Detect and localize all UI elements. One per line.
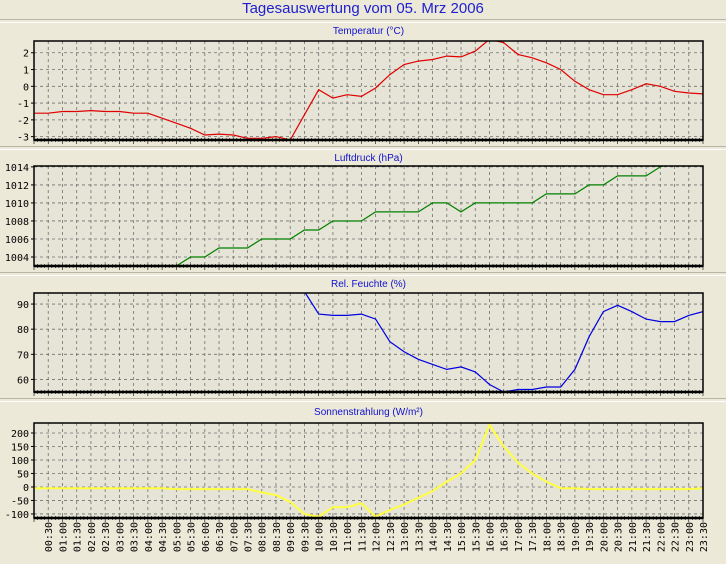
x-tick-label: 18:00 bbox=[542, 522, 553, 552]
x-tick-label: 16:30 bbox=[500, 522, 511, 552]
x-tick-label: 08:00 bbox=[258, 522, 269, 552]
x-tick-label: 23:30 bbox=[699, 522, 710, 552]
x-tick-label: 19:30 bbox=[585, 522, 596, 552]
x-tick-label: 01:30 bbox=[73, 522, 84, 552]
chart-panel: Luftdruck (hPa) 1014 1012 1010 1008 1006 1004 bbox=[5, 153, 704, 270]
x-tick-label: 19:00 bbox=[571, 522, 582, 552]
x-tick-label: 15:00 bbox=[457, 522, 468, 552]
y-tick-label: 60 bbox=[17, 375, 29, 386]
y-tick-label: 90 bbox=[17, 300, 29, 311]
y-tick-label: 80 bbox=[17, 325, 29, 336]
y-tick-label: 200 bbox=[11, 429, 29, 440]
chart-title: Temperatur (°C) bbox=[333, 26, 404, 37]
x-tick-label: 12:00 bbox=[372, 522, 383, 552]
y-tick-label: 2 bbox=[23, 49, 29, 60]
y-tick-label: 1 bbox=[23, 66, 29, 77]
y-tick-label: 1010 bbox=[5, 199, 29, 210]
y-tick-label: 1006 bbox=[5, 235, 29, 246]
x-tick-label: 06:00 bbox=[201, 522, 212, 552]
x-tick-label: 03:30 bbox=[130, 522, 141, 552]
chart-panel: Rel. Feuchte (%) 90 80 70 60 bbox=[17, 279, 704, 396]
chart-panel: Temperatur (°C) 2 1 0 -1 -2 -3 bbox=[17, 26, 704, 144]
y-tick-label: 150 bbox=[11, 442, 29, 453]
divider bbox=[0, 146, 726, 150]
x-tick-label: 21:00 bbox=[628, 522, 639, 552]
data-line bbox=[175, 166, 666, 266]
y-tick-label: -3 bbox=[17, 133, 29, 144]
y-tick-label: -100 bbox=[5, 510, 29, 521]
data-line bbox=[34, 423, 703, 518]
x-tick-label: 14:00 bbox=[429, 522, 440, 552]
page-title: Tagesauswertung vom 05. Mrz 2006 bbox=[242, 0, 484, 17]
x-tick-label: 13:00 bbox=[400, 522, 411, 552]
y-tick-label: 1008 bbox=[5, 217, 29, 228]
divider bbox=[0, 19, 726, 23]
data-line bbox=[34, 41, 703, 140]
x-tick-label: 16:00 bbox=[485, 522, 496, 552]
y-tick-label: 1004 bbox=[5, 253, 29, 264]
x-tick-label: 14:30 bbox=[443, 522, 454, 552]
y-tick-label: 100 bbox=[11, 456, 29, 467]
x-tick-label: 11:00 bbox=[343, 522, 354, 552]
x-tick-label: 10:30 bbox=[329, 522, 340, 552]
x-tick-label: 20:00 bbox=[599, 522, 610, 552]
y-tick-label: -2 bbox=[17, 116, 29, 127]
x-tick-label: 22:00 bbox=[656, 522, 667, 552]
y-tick-label: 0 bbox=[23, 483, 29, 494]
chart-title: Sonnenstrahlung (W/m²) bbox=[314, 407, 423, 418]
x-tick-label: 12:30 bbox=[386, 522, 397, 552]
y-tick-label: 1014 bbox=[5, 163, 29, 174]
x-tick-label: 17:30 bbox=[528, 522, 539, 552]
x-tick-label: 11:30 bbox=[357, 522, 368, 552]
x-tick-label: 06:30 bbox=[215, 522, 226, 552]
data-line bbox=[304, 293, 703, 392]
x-tick-label: 17:00 bbox=[514, 522, 525, 552]
x-tick-label: 20:30 bbox=[614, 522, 625, 552]
x-tick-label: 03:00 bbox=[115, 522, 126, 552]
y-tick-label: 70 bbox=[17, 350, 29, 361]
x-tick-label: 23:00 bbox=[685, 522, 696, 552]
plot-area bbox=[34, 41, 703, 140]
chart-panel: Sonnenstrahlung (W/m²) 200 150 100 50 0 -50 -10… bbox=[5, 407, 704, 522]
y-tick-label: 1012 bbox=[5, 181, 29, 192]
x-tick-label: 09:30 bbox=[300, 522, 311, 552]
x-tick-label: 05:30 bbox=[187, 522, 198, 552]
y-tick-label: 0 bbox=[23, 82, 29, 93]
x-tick-label: 22:30 bbox=[671, 522, 682, 552]
x-tick-label: 09:00 bbox=[286, 522, 297, 552]
x-tick-label: 15:30 bbox=[471, 522, 482, 552]
chart-title: Rel. Feuchte (%) bbox=[331, 279, 406, 290]
divider bbox=[0, 398, 726, 402]
x-tick-label: 07:30 bbox=[244, 522, 255, 552]
x-tick-label: 07:00 bbox=[229, 522, 240, 552]
chart-title: Luftdruck (hPa) bbox=[334, 153, 402, 164]
x-tick-label: 08:30 bbox=[272, 522, 283, 552]
y-tick-label: 50 bbox=[17, 469, 29, 480]
x-tick-label: 05:00 bbox=[172, 522, 183, 552]
x-tick-label: 04:30 bbox=[158, 522, 169, 552]
x-tick-label: 04:00 bbox=[144, 522, 155, 552]
x-tick-label: 00:30 bbox=[44, 522, 55, 552]
x-tick-label: 02:30 bbox=[101, 522, 112, 552]
x-tick-label: 21:30 bbox=[642, 522, 653, 552]
x-tick-label: 02:00 bbox=[87, 522, 98, 552]
x-tick-label: 10:00 bbox=[315, 522, 326, 552]
divider bbox=[0, 272, 726, 276]
plot-area bbox=[34, 423, 703, 518]
y-tick-label: -1 bbox=[17, 99, 29, 110]
plot-area bbox=[34, 293, 703, 392]
x-tick-label: 01:00 bbox=[58, 522, 69, 552]
y-tick-label: -50 bbox=[11, 496, 29, 507]
x-tick-label: 18:30 bbox=[557, 522, 568, 552]
x-tick-label: 13:30 bbox=[414, 522, 425, 552]
